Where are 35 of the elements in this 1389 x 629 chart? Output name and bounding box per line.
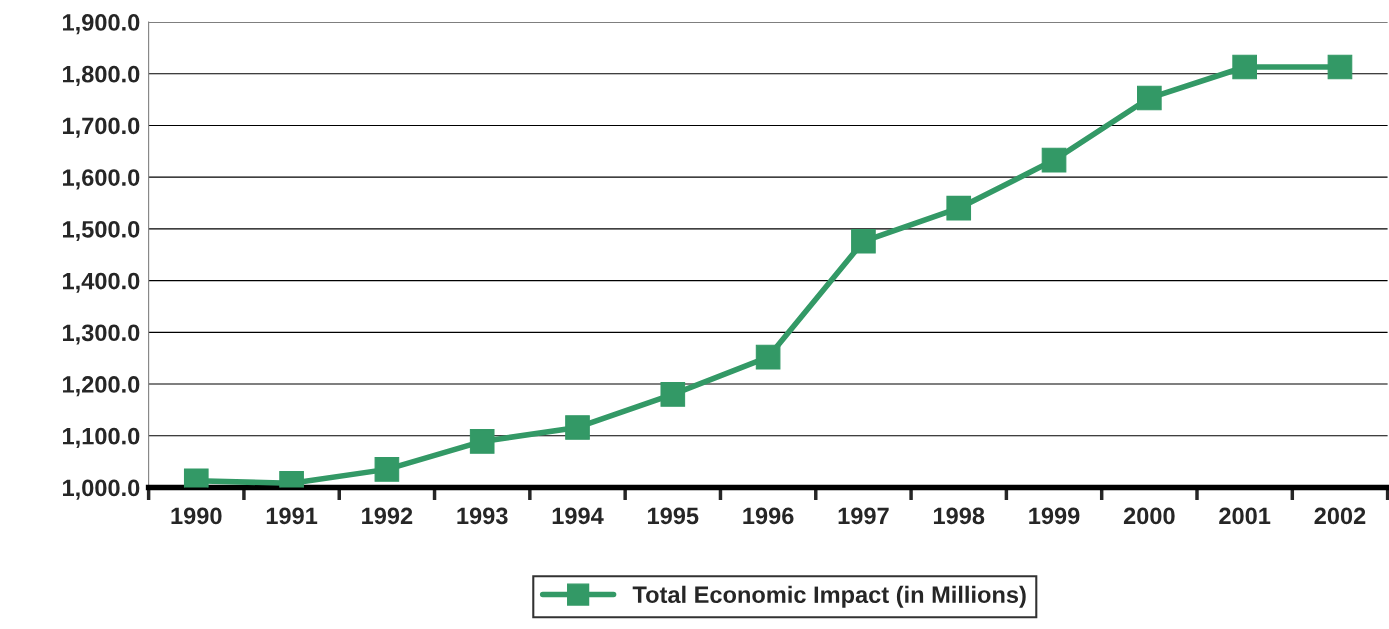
x-tick-label: 1991 (266, 507, 318, 525)
x-tick-label: 1998 (933, 507, 985, 525)
x-tick-label: 1990 (171, 507, 222, 525)
y-tick-label: 1,500.0 (63, 220, 140, 242)
y-tick-label: 1,900.0 (63, 14, 140, 35)
point (1232, 54, 1257, 80)
point (1041, 147, 1067, 173)
x-tick-label: 2000 (1123, 507, 1175, 525)
point (374, 457, 400, 482)
x-tick-label: 1994 (552, 507, 604, 525)
point (660, 382, 686, 407)
x-tick-label: 1996 (743, 507, 794, 525)
y-tick-label: 1,300.0 (63, 324, 140, 345)
x-tick-label: 1992 (362, 507, 413, 525)
point (469, 429, 495, 454)
x-tick-label: 2001 (1219, 507, 1271, 525)
y-tick-label: 1,000.0 (63, 479, 140, 500)
y-tick-label: 1,700.0 (63, 117, 140, 138)
x-tick-label: 1993 (457, 507, 508, 525)
y-tick-label: 1,800.0 (63, 65, 140, 86)
point (565, 415, 590, 440)
legend-label: Total Economic Impact (in Millions) (632, 585, 1026, 608)
y-tick-label: 1,100.0 (63, 427, 140, 448)
point (755, 344, 781, 370)
x-tick-label: 2002 (1314, 507, 1366, 525)
x-tick-label: 1997 (838, 507, 889, 525)
x-tick-label: 1999 (1029, 507, 1080, 525)
point (851, 228, 876, 254)
y-tick-label: 1,600.0 (63, 169, 140, 190)
point (1137, 85, 1162, 111)
x-tick-label: 1995 (648, 507, 699, 525)
y-tick-label: 1,400.0 (63, 272, 140, 293)
point (1327, 54, 1353, 80)
point (946, 195, 972, 221)
y-tick-label: 1,200.0 (63, 376, 140, 397)
